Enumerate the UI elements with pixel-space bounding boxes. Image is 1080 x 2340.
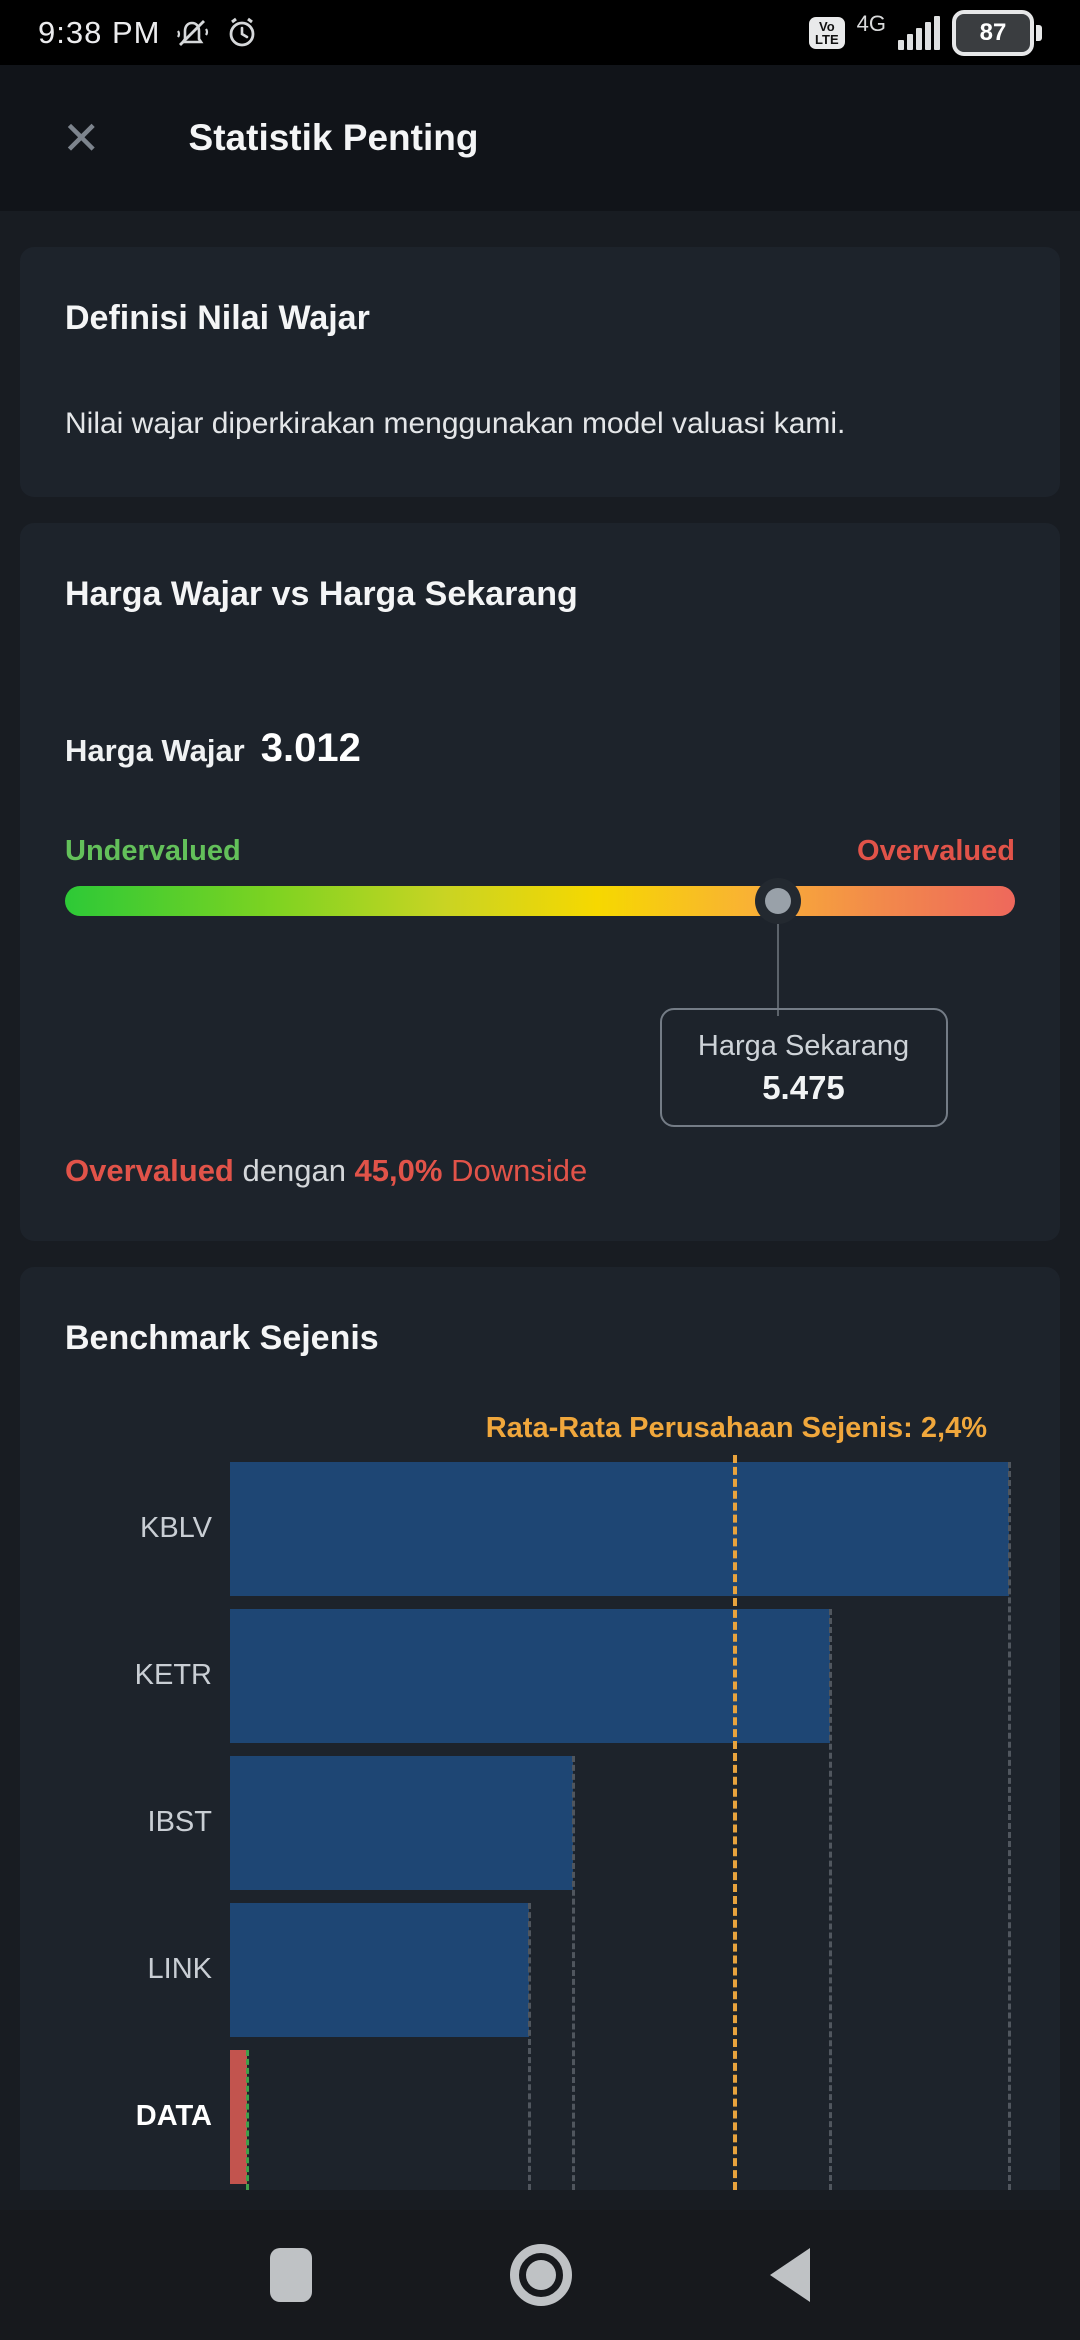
close-icon[interactable]: ✕ — [62, 112, 101, 164]
valuation-summary: Overvalued dengan 45,0% Downside — [65, 1153, 588, 1189]
battery-icon: 87 — [952, 9, 1042, 56]
bar-end-dropline — [828, 1608, 832, 2191]
chart-plot-area — [230, 1455, 1015, 2191]
bar-label: KETR — [134, 1659, 212, 1692]
chart-label-column: KBLV KETR IBST LINK DATA — [65, 1455, 230, 2190]
volte-badge: Vo LTE — [809, 16, 845, 49]
network-type-label: 4G — [856, 10, 886, 36]
bar-link[interactable] — [230, 1902, 529, 2037]
current-price-label: Harga Sekarang — [697, 1029, 910, 1062]
content-area[interactable]: Definisi Nilai Wajar Nilai wajar diperki… — [0, 211, 1080, 2340]
fair-price-label: Harga Wajar — [65, 732, 245, 768]
battery-percent: 87 — [979, 18, 1007, 46]
chart-row-label: KBLV — [65, 1455, 230, 1602]
bar-label: DATA — [135, 2100, 212, 2133]
overvalued-label: Overvalued — [857, 834, 1015, 867]
summary-status: Overvalued — [65, 1153, 234, 1189]
status-bar: 9:38 PM Vo LTE 4G — [0, 0, 1080, 65]
definition-body: Nilai wajar diperkirakan menggunakan mod… — [65, 407, 846, 440]
fair-price-row: Harga Wajar 3.012 — [65, 726, 1015, 771]
recents-square-icon[interactable] — [270, 2248, 312, 2302]
current-price-tooltip: Harga Sekarang 5.475 — [659, 1007, 948, 1128]
benchmark-bar-chart: KBLV KETR IBST LINK DATA — [65, 1455, 1015, 2191]
bar-end-dropline — [527, 1902, 531, 2191]
gauge-gradient-track — [65, 885, 1015, 916]
bar-label: LINK — [147, 1953, 212, 1986]
bar-data[interactable] — [230, 2049, 247, 2184]
chart-row-label: KETR — [65, 1602, 230, 1749]
peer-average-label: Rata-Rata Perusahaan Sejenis: 2,4% — [485, 1412, 987, 1445]
peer-average-line — [733, 1455, 738, 2191]
gauge-marker[interactable] — [754, 877, 801, 924]
bar-end-dropline — [1007, 1461, 1011, 2191]
summary-percent: 45,0% — [354, 1153, 443, 1189]
bar-label: KBLV — [139, 1512, 212, 1545]
valuation-gauge — [65, 877, 1015, 1016]
gauge-labels: Undervalued Overvalued — [65, 835, 1015, 868]
benchmark-card: Benchmark Sejenis Rata-Rata Perusahaan S… — [20, 1267, 1060, 2191]
definition-card: Definisi Nilai Wajar Nilai wajar diperki… — [20, 247, 1060, 497]
bar-ibst[interactable] — [230, 1755, 574, 1890]
bar-label: IBST — [147, 1806, 212, 1839]
chart-row-label: DATA — [65, 2043, 230, 2190]
page-title: Statistik Penting — [188, 117, 479, 158]
clock-time: 9:38 PM — [38, 14, 161, 50]
bar-end-dropline — [572, 1755, 576, 2191]
home-circle-icon[interactable] — [510, 2244, 572, 2306]
benchmark-title: Benchmark Sejenis — [65, 1319, 379, 1358]
signal-strength-icon — [898, 15, 940, 50]
back-triangle-icon[interactable] — [770, 2248, 810, 2302]
chart-row-label: IBST — [65, 1749, 230, 1896]
bar-ketr[interactable] — [230, 1608, 830, 1743]
current-price-value: 5.475 — [762, 1069, 845, 1107]
bar-kblv[interactable] — [230, 1461, 1009, 1596]
summary-direction: Downside — [442, 1153, 588, 1189]
page-header: ✕ Statistik Penting — [0, 65, 1080, 211]
chart-row-label: LINK — [65, 1896, 230, 2043]
undervalued-label: Undervalued — [65, 834, 241, 867]
definition-title: Definisi Nilai Wajar — [65, 299, 370, 337]
gauge-connector-line — [776, 923, 779, 1016]
fair-value-card: Harga Wajar vs Harga Sekarang Harga Waja… — [20, 522, 1060, 1242]
mute-vibrate-off-icon — [174, 15, 210, 51]
android-nav-bar — [0, 2210, 1080, 2340]
fair-price-value: 3.012 — [260, 725, 361, 770]
bar-end-dropline — [245, 2049, 249, 2191]
alarm-clock-icon — [224, 15, 260, 51]
fair-value-title: Harga Wajar vs Harga Sekarang — [65, 574, 578, 613]
